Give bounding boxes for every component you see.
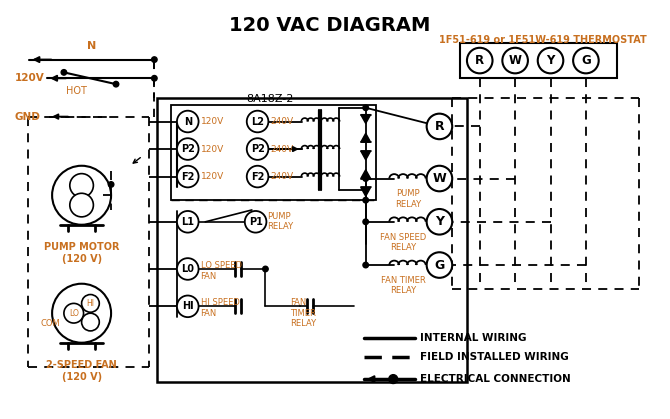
Text: R: R [435,120,444,133]
Polygon shape [360,151,371,160]
Circle shape [177,211,198,233]
Text: F2: F2 [251,171,264,181]
Text: HI: HI [182,301,194,311]
Polygon shape [360,133,371,142]
Circle shape [573,48,599,73]
Circle shape [52,284,111,343]
Circle shape [363,197,369,203]
Circle shape [363,176,369,181]
Circle shape [363,262,369,268]
Text: G: G [581,54,591,67]
Circle shape [467,48,492,73]
Bar [171,105,375,200]
Text: LO SPEED
FAN: LO SPEED FAN [200,261,242,280]
Circle shape [151,75,157,81]
Bar [157,98,467,382]
Text: 8A18Z-2: 8A18Z-2 [246,94,293,104]
Text: L1: L1 [182,217,194,227]
Text: 120V: 120V [200,117,224,126]
Circle shape [245,211,267,233]
Text: L0: L0 [182,264,194,274]
Text: 120 VAC DIAGRAM: 120 VAC DIAGRAM [228,16,430,35]
Circle shape [177,111,198,132]
Circle shape [247,111,269,132]
Circle shape [363,105,369,111]
Text: Y: Y [546,54,555,67]
Text: L2: L2 [251,116,264,127]
Text: 240V: 240V [271,172,293,181]
Text: FAN SPEED
RELAY: FAN SPEED RELAY [380,233,426,252]
Circle shape [70,173,93,197]
Text: HOT: HOT [66,86,87,96]
Text: 120V: 120V [200,145,224,153]
Circle shape [177,138,198,160]
Text: INTERNAL WIRING: INTERNAL WIRING [420,333,526,343]
Circle shape [109,182,114,187]
Circle shape [538,48,563,73]
Circle shape [177,166,198,187]
Text: ELECTRICAL CONNECTION: ELECTRICAL CONNECTION [420,374,571,384]
Text: 2-SPEED FAN
(120 V): 2-SPEED FAN (120 V) [46,360,117,382]
Text: N: N [87,41,96,51]
Circle shape [113,81,119,87]
Circle shape [502,48,528,73]
Circle shape [151,57,157,62]
Circle shape [82,295,99,312]
Text: 240V: 240V [271,117,293,126]
Circle shape [247,166,269,187]
Text: HI: HI [86,299,94,308]
Text: FAN
TIMER
RELAY: FAN TIMER RELAY [290,298,316,328]
Text: W: W [433,172,446,185]
Circle shape [52,166,111,225]
Text: PUMP
RELAY: PUMP RELAY [267,212,293,231]
Bar [460,43,617,78]
Text: HI SPEED
FAN: HI SPEED FAN [200,298,239,318]
Text: 240V: 240V [271,145,293,153]
Text: 1F51-619 or 1F51W-619 THERMOSTAT: 1F51-619 or 1F51W-619 THERMOSTAT [439,35,647,45]
Text: FIELD INSTALLED WIRING: FIELD INSTALLED WIRING [420,352,569,362]
Circle shape [389,375,398,383]
Polygon shape [360,187,371,196]
Circle shape [247,138,269,160]
Text: F2: F2 [181,171,194,181]
Text: GND: GND [15,111,41,122]
Text: 120V: 120V [200,172,224,181]
Text: Y: Y [435,215,444,228]
Text: W: W [509,54,522,67]
Text: R: R [475,54,484,67]
Text: LO: LO [69,309,78,318]
Text: FAN TIMER
RELAY: FAN TIMER RELAY [381,276,425,295]
Text: PUMP
RELAY: PUMP RELAY [395,189,421,209]
Text: N: N [184,116,192,127]
Text: G: G [434,259,445,272]
Circle shape [427,114,452,139]
Circle shape [427,209,452,235]
Text: PUMP MOTOR
(120 V): PUMP MOTOR (120 V) [44,243,119,264]
Circle shape [70,193,93,217]
Text: P2: P2 [181,144,195,154]
Circle shape [64,303,84,323]
Polygon shape [360,170,371,178]
Circle shape [263,266,268,272]
Text: COM: COM [40,318,60,328]
Circle shape [427,252,452,278]
Circle shape [363,219,369,225]
Text: P1: P1 [249,217,263,227]
Circle shape [61,70,66,75]
Circle shape [82,313,99,331]
Polygon shape [360,115,371,124]
Circle shape [177,295,198,317]
Text: 120V: 120V [15,73,44,83]
Text: P2: P2 [251,144,265,154]
Circle shape [177,258,198,280]
Circle shape [427,166,452,191]
